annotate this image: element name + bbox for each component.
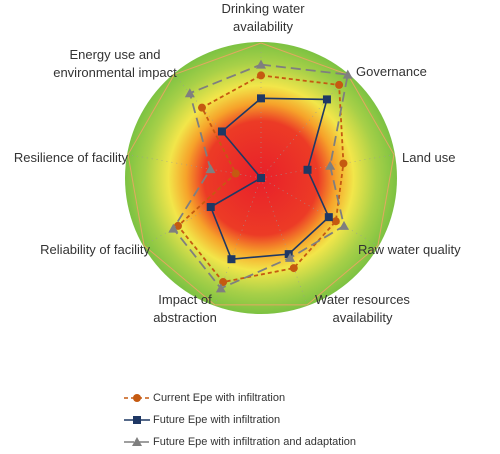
marker (342, 69, 353, 79)
marker (289, 264, 298, 273)
marker (256, 59, 266, 69)
marker (303, 165, 312, 174)
marker (284, 250, 293, 259)
marker (215, 283, 226, 293)
series-line (209, 97, 330, 261)
legend-label: Future Epe with infiltration and adaptat… (153, 436, 356, 448)
marker (231, 169, 240, 178)
marker (217, 127, 226, 136)
category-label: Impact of abstraction (153, 292, 217, 325)
legend-label: Future Epe with infiltration (153, 414, 280, 426)
marker (132, 437, 142, 446)
marker (339, 159, 348, 168)
marker (206, 203, 215, 212)
category-label: Energy use and environmental impact (53, 47, 177, 80)
category-label: Water resources availability (315, 292, 410, 325)
marker (257, 71, 265, 80)
category-label: Raw water quality (358, 242, 461, 257)
outer-ring (127, 42, 395, 306)
marker (322, 95, 331, 104)
marker (133, 416, 141, 424)
category-label: Land use (402, 150, 456, 165)
category-label: Governance (356, 64, 427, 79)
category-label: Resilience of facility (13, 150, 128, 165)
marker (331, 217, 340, 226)
legend-label: Current Epe with infiltration (153, 392, 285, 404)
marker (339, 220, 350, 230)
marker (257, 94, 265, 103)
marker (227, 255, 236, 264)
marker (184, 88, 195, 98)
marker (257, 174, 265, 182)
marker (173, 221, 182, 230)
marker (325, 160, 336, 170)
category-label: Drinking water availability (221, 1, 305, 34)
marker (285, 252, 296, 262)
marker (335, 80, 344, 89)
marker (133, 394, 141, 402)
marker (197, 103, 206, 112)
marker (205, 164, 216, 174)
category-label: Reliability of facility (40, 242, 150, 257)
marker (324, 213, 333, 222)
marker (168, 223, 179, 233)
